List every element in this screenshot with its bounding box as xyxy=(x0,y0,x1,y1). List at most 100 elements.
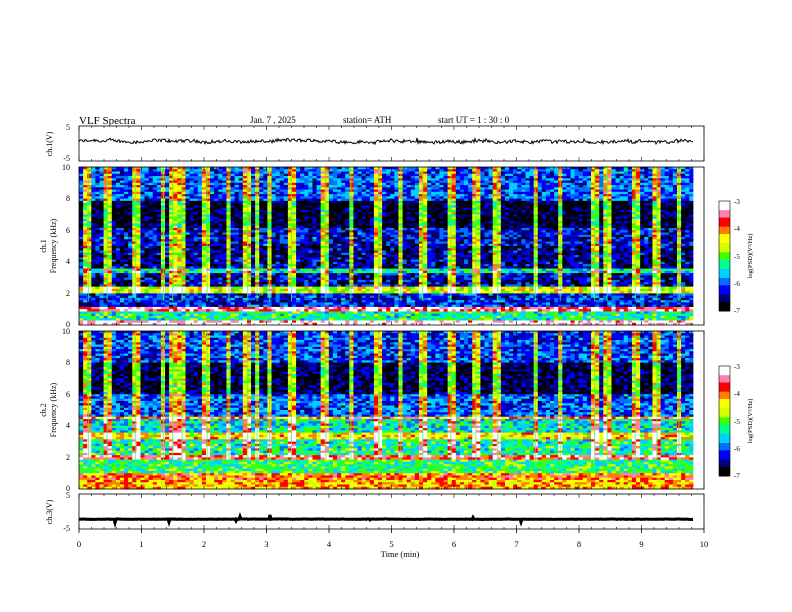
spectrogram-cell xyxy=(181,230,186,233)
spectrogram-cell xyxy=(640,232,645,236)
spectrogram-cell xyxy=(251,180,256,184)
spectrogram-cell xyxy=(541,232,547,236)
spectrogram-cell xyxy=(238,173,244,177)
spectrogram-cell xyxy=(521,212,526,215)
spectrogram-cell xyxy=(545,196,551,199)
spectrogram-cell xyxy=(521,200,526,204)
spectrogram-cell xyxy=(312,178,317,181)
spectrogram-cell xyxy=(197,185,203,188)
spectrogram-cell xyxy=(201,194,207,197)
spectrogram-cell xyxy=(636,203,641,206)
spectrogram-cell xyxy=(197,227,203,231)
spectrogram-cell xyxy=(529,227,535,231)
spectrogram-cell xyxy=(156,236,162,240)
spectrogram-cell xyxy=(189,232,195,236)
spectrogram-cell xyxy=(337,189,342,193)
spectrogram-cell xyxy=(316,180,322,184)
spectrogram-cell xyxy=(132,182,137,186)
spectrogram-cell xyxy=(427,232,432,236)
spectrogram-cell xyxy=(492,185,498,188)
spectrogram-cell xyxy=(459,191,465,195)
spectrogram-cell xyxy=(124,189,129,193)
spectrogram-cell xyxy=(230,221,236,224)
spectrogram-cell xyxy=(185,189,190,193)
spectrogram-cell xyxy=(418,236,424,240)
spectrogram-cell xyxy=(660,221,666,224)
spectrogram-cell xyxy=(111,225,117,229)
spectrogram-cell xyxy=(263,212,268,215)
spectrogram-cell xyxy=(332,216,338,220)
spectrogram-cell xyxy=(611,205,616,209)
spectrogram-cell xyxy=(668,178,674,181)
spectrogram-cell xyxy=(488,169,494,172)
spectrogram-cell xyxy=(435,203,440,206)
spectrogram-cell xyxy=(599,182,604,186)
spectrogram-cell xyxy=(378,180,383,184)
spectrogram-cell xyxy=(169,221,174,224)
spectrogram-cell xyxy=(128,236,133,240)
spectrogram-cell xyxy=(193,187,199,190)
spectrogram-cell xyxy=(414,232,420,236)
spectrogram-cell xyxy=(210,178,215,181)
spectrogram-cell xyxy=(218,178,223,181)
spectrogram-cell xyxy=(287,169,293,172)
spectrogram-cell xyxy=(173,189,178,193)
spectrogram-cell xyxy=(468,221,473,224)
spectrogram-cell xyxy=(476,185,481,188)
spectrogram-cell xyxy=(455,198,461,202)
spectrogram-cell xyxy=(664,198,670,202)
spectrogram-cell xyxy=(476,205,481,209)
spectrogram-cell xyxy=(287,239,293,242)
spectrogram-cell xyxy=(197,234,203,238)
spectrogram-cell xyxy=(173,239,178,242)
spectrogram-cell xyxy=(537,216,543,220)
spectrogram-cell xyxy=(533,227,539,231)
spectrogram-cell xyxy=(529,236,535,240)
spectrogram-cell xyxy=(201,227,207,231)
spectrogram-cell xyxy=(402,198,408,202)
spectrogram-cell xyxy=(275,191,281,195)
spectrogram-cell xyxy=(136,182,141,186)
spectrogram-cell xyxy=(492,207,498,211)
spectrogram-cell xyxy=(222,216,227,220)
spectrogram-cell xyxy=(685,180,690,184)
spectrogram-cell xyxy=(287,189,293,193)
spectrogram-cell xyxy=(201,189,207,193)
spectrogram-cell xyxy=(214,180,219,184)
spectrogram-cell xyxy=(193,230,199,233)
spectrogram-cell xyxy=(599,205,604,209)
spectrogram-cell xyxy=(99,173,104,177)
spectrogram-cell xyxy=(332,236,338,240)
spectrogram-cell xyxy=(156,234,162,238)
spectrogram-cell xyxy=(529,167,535,170)
spectrogram-cell xyxy=(353,182,358,186)
spectrogram-cell xyxy=(427,236,432,240)
spectrogram-cell xyxy=(349,180,354,184)
spectrogram-cell xyxy=(201,176,207,179)
spectrogram-cell xyxy=(390,200,395,204)
spectrogram-cell xyxy=(140,225,145,229)
spectrogram-cell xyxy=(136,205,141,209)
spectrogram-cell xyxy=(525,223,530,227)
spectrogram-cell xyxy=(644,203,649,206)
spectrogram-cell xyxy=(83,167,88,170)
spectrogram-cell xyxy=(492,212,498,215)
spectrogram-cell xyxy=(107,225,113,229)
spectrogram-cell xyxy=(324,173,330,177)
spectrogram-cell xyxy=(238,182,244,186)
spectrogram-cell xyxy=(574,203,580,206)
spectrogram-cell xyxy=(431,212,436,215)
spectrogram-cell xyxy=(152,230,158,233)
spectrogram-cell xyxy=(619,189,625,193)
spectrogram-cell xyxy=(615,185,621,188)
spectrogram-cell xyxy=(259,182,264,186)
spectrogram-cell xyxy=(169,227,174,231)
spectrogram-cell xyxy=(83,187,88,190)
spectrogram-cell xyxy=(156,182,162,186)
spectrogram-cell xyxy=(431,189,436,193)
spectrogram-cell xyxy=(607,205,612,209)
spectrogram-cell xyxy=(504,205,510,209)
spectrogram-cell xyxy=(140,187,145,190)
spectrogram-cell xyxy=(435,234,440,238)
spectrogram-cell xyxy=(627,200,633,204)
